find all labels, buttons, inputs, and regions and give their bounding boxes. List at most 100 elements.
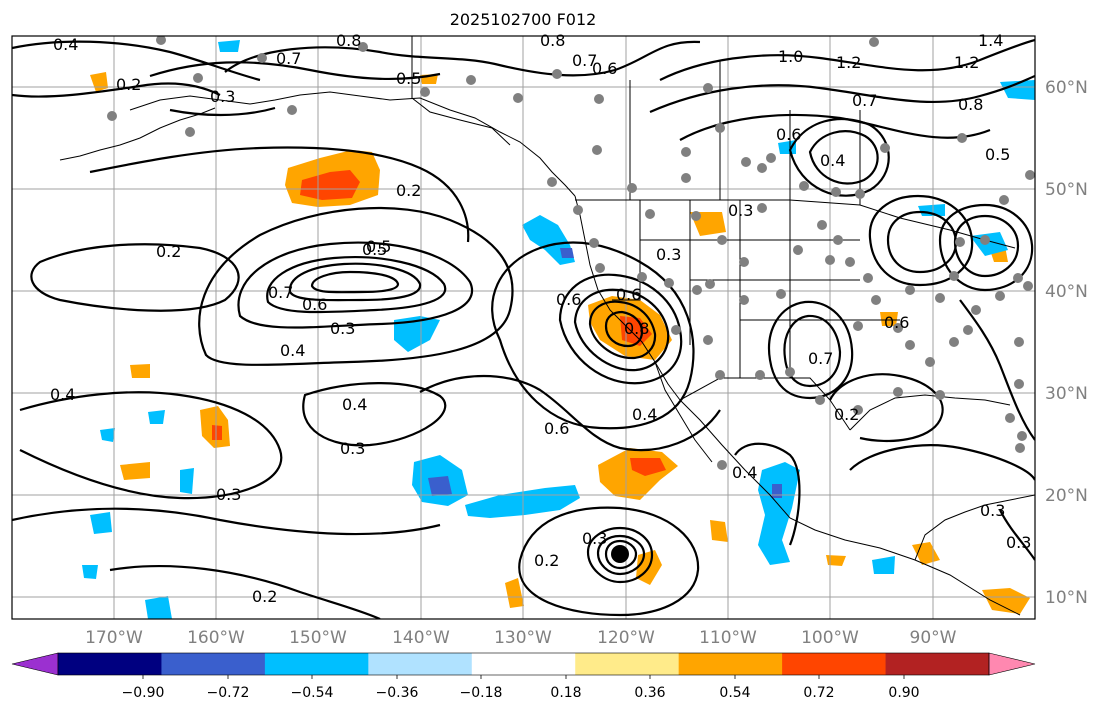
shade-orange-small-2 <box>130 364 150 378</box>
coast-alaska <box>129 91 576 197</box>
contour-label: 0.6 <box>302 295 327 314</box>
contour-label: 0.7 <box>572 51 597 70</box>
shade-blue-east-1 <box>1000 80 1035 100</box>
longitude-label: 100°W <box>801 628 859 648</box>
shade-red-mid-pacific <box>212 425 222 440</box>
contour-north-3 <box>12 82 221 98</box>
colorbar-segments <box>58 653 990 675</box>
longitude-label: 160°W <box>187 628 245 648</box>
longitude-label: 110°W <box>699 628 757 648</box>
shade-orange-small-5 <box>912 542 940 565</box>
shade-orange-small-8 <box>880 312 898 326</box>
contour-label: 0.4 <box>50 385 75 404</box>
contour-sw-1 <box>12 507 441 536</box>
contour-label: 0.3 <box>340 439 365 458</box>
shade-blue-east-4 <box>778 140 796 154</box>
contour-label: 0.2 <box>396 181 421 200</box>
shade-red-gulf-alaska <box>300 170 360 200</box>
contour-label: 0.6 <box>776 125 801 144</box>
coast-yucatan <box>914 494 1035 561</box>
contour-low-3 <box>288 262 422 302</box>
colorbar-frame <box>57 652 990 676</box>
latitude-label: 10°N <box>1045 588 1088 608</box>
contour-label: 0.3 <box>210 87 235 106</box>
shade-blue-north-1 <box>218 40 240 52</box>
contour-label: 0.5 <box>362 240 387 259</box>
contour-labels: 0.4 0.8 0.8 1.4 0.7 0.6 0.7 0.5 1.0 1.2 … <box>50 31 1031 606</box>
shade-orange-small-10 <box>120 462 150 480</box>
contour-label: 0.6 <box>556 290 581 309</box>
map-frame <box>11 35 1036 620</box>
contour-label: 1.0 <box>778 47 803 66</box>
contour-canada-2 <box>649 74 1035 114</box>
contour-label: 0.4 <box>53 35 78 54</box>
colorbar-segment <box>58 653 162 675</box>
colorbar-ticks <box>142 675 905 679</box>
shade-blue-west-3 <box>90 512 112 534</box>
contour-label: 0.3 <box>728 201 753 220</box>
contour-plains-1 <box>767 300 854 400</box>
contour-mid-1 <box>19 391 283 500</box>
contour-label: 0.3 <box>656 245 681 264</box>
contour-label: 0.6 <box>616 285 641 304</box>
contour-lines <box>12 38 1035 619</box>
contour-label: 0.2 <box>156 242 181 261</box>
colorbar-tick-label: −0.18 <box>460 685 503 701</box>
contour-label: 0.2 <box>252 587 277 606</box>
shade-navy-south-1 <box>428 476 452 496</box>
coast-west-us <box>574 195 681 401</box>
contour-label: 0.8 <box>958 95 983 114</box>
contour-se-1 <box>959 299 1035 441</box>
contour-california-wide <box>491 241 695 430</box>
contour-label: 0.5 <box>396 69 421 88</box>
contour-california-2 <box>573 288 670 372</box>
shade-navy-offshore-wa <box>560 248 574 258</box>
contour-label: 0.8 <box>624 319 649 338</box>
contour-label: 0.2 <box>116 75 141 94</box>
contour-label: 0.4 <box>280 341 305 360</box>
contour-label: 0.7 <box>852 91 877 110</box>
colorbar-tick-label: 0.18 <box>550 685 581 701</box>
longitude-label: 140°W <box>392 628 450 648</box>
coast-aleutians <box>59 107 216 161</box>
colorbar-segment <box>161 653 266 675</box>
cyclone-center-marker <box>611 545 629 563</box>
shade-blue-mexico <box>758 462 800 565</box>
contour-label: 0.6 <box>544 419 569 438</box>
contour-pacific-ring-1 <box>89 146 470 243</box>
contour-low-1 <box>237 241 473 329</box>
contour-label: 0.3 <box>980 501 1005 520</box>
contour-gulf-1 <box>829 373 944 443</box>
contour-label: 0.4 <box>820 151 845 170</box>
contour-east-low-3 <box>938 203 1034 292</box>
colorbar-extend-max <box>988 652 1036 676</box>
shade-orange-small-3 <box>505 578 524 608</box>
contour-cyclone-outer <box>518 506 700 617</box>
contour-cyclone-3 <box>604 539 638 570</box>
contour-ridge-1 <box>788 117 890 197</box>
us-mexico-border <box>679 377 851 431</box>
contour-ak-1 <box>169 106 276 117</box>
contour-label: 0.2 <box>534 551 559 570</box>
contour-cyclone-1 <box>586 526 654 584</box>
colorbar-segment <box>368 653 473 675</box>
contour-mexico <box>734 442 801 546</box>
state-line-1 <box>612 200 641 301</box>
longitude-label: 90°W <box>910 628 957 648</box>
colorbar-extend-min <box>11 652 59 676</box>
contour-label: 0.7 <box>276 49 301 68</box>
latitude-label: 60°N <box>1045 78 1088 98</box>
contour-label: 0.3 <box>330 319 355 338</box>
latitude-label: 20°N <box>1045 486 1088 506</box>
shade-blue-west-5 <box>145 596 172 619</box>
latitude-labels: 60°N 50°N 40°N 30°N 20°N 10°N <box>1045 78 1088 608</box>
coast-gulf-mexico <box>849 394 1011 431</box>
contour-label: 0.8 <box>336 31 361 50</box>
contour-label: 0.8 <box>540 31 565 50</box>
contour-low-2 <box>266 256 447 314</box>
contour-north-2 <box>12 40 261 82</box>
contour-label: 0.6 <box>884 313 909 332</box>
contour-north-1 <box>149 61 441 81</box>
contour-california-3 <box>588 300 657 360</box>
